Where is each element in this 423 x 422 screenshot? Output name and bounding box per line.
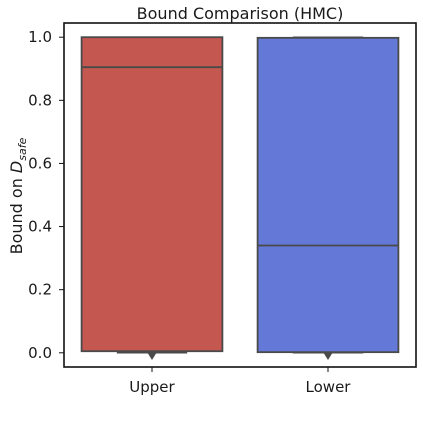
y-axis-label-subscript: safe <box>16 137 29 160</box>
plot-frame <box>63 22 417 368</box>
chart-marks: 0.0 0.2 0.4 0.6 0.8 1.0 Upper Lower <box>28 28 400 396</box>
box-lower <box>256 36 400 354</box>
y-axis-label-symbol: D <box>7 161 26 173</box>
y-tick-label: 0.0 <box>28 344 52 362</box>
y-tick-label: 0.4 <box>28 218 52 236</box>
outlier-marker <box>147 351 157 360</box>
y-axis-label-prefix: Bound on <box>7 173 26 254</box>
y-tick-label: 0.2 <box>28 281 52 299</box>
chart-title: Bound Comparison (HMC) <box>137 4 344 23</box>
box-upper <box>80 36 224 353</box>
y-tick-label: 0.8 <box>28 91 52 109</box>
y-axis-label: Bound on Dsafe <box>7 137 29 254</box>
y-tick-label: 0.6 <box>28 154 52 172</box>
y-tick-label: 1.0 <box>28 28 52 46</box>
x-tick-label-lower: Lower <box>306 378 352 396</box>
x-tick-label-upper: Upper <box>129 378 175 396</box>
outlier-marker <box>323 351 333 360</box>
